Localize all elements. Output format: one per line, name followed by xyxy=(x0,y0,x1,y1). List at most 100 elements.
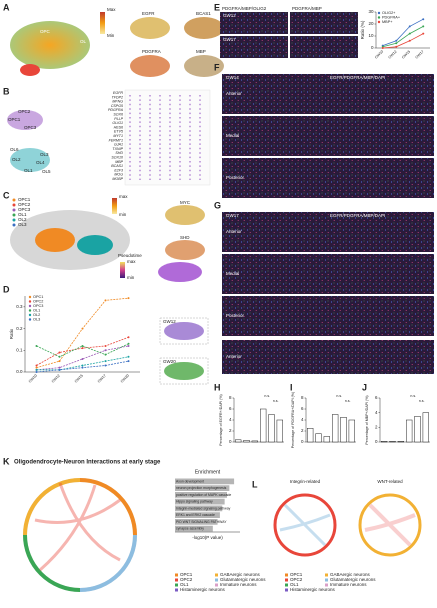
bar-label: Axon development xyxy=(176,479,204,483)
marker xyxy=(408,39,411,42)
bar xyxy=(422,412,429,443)
label: BCAS1 xyxy=(196,11,211,16)
marker xyxy=(58,366,61,369)
legend-label: OL1 xyxy=(18,212,27,217)
bar xyxy=(175,525,213,532)
bar-label: ERK1 and ERK2 cascade xyxy=(176,513,215,517)
legend-label: OL3 xyxy=(33,318,40,322)
annotation: n.s. xyxy=(264,394,270,398)
legend-label: GABAergic neurons xyxy=(330,572,371,577)
x-tick-label: GW20 xyxy=(120,374,130,384)
marker xyxy=(127,355,130,358)
line xyxy=(382,18,424,46)
bar-label: neuron projection morphogenesis xyxy=(176,486,227,490)
legend-swatch xyxy=(28,304,32,308)
legend-swatch xyxy=(12,213,16,217)
legend-label: Glutamatergic neurons xyxy=(220,577,266,582)
panel-c-art xyxy=(10,198,205,282)
x-tick-label: GW15 xyxy=(74,374,84,384)
y-tick-label: 30 xyxy=(368,9,374,14)
legend-label: OL1 xyxy=(180,582,189,587)
y-tick-label: 2 xyxy=(375,425,378,430)
gene-label: FERMT1 xyxy=(109,138,123,142)
label: PDGFRA/MBP xyxy=(292,6,322,11)
bar-label: Hippo signaling pathway xyxy=(176,500,213,504)
panel-letter: L xyxy=(252,479,258,489)
bar xyxy=(414,416,421,443)
marker xyxy=(35,368,38,371)
legend-swatch xyxy=(28,309,32,312)
label: Posterior xyxy=(226,175,245,180)
chart-title: WNT-related xyxy=(377,479,403,484)
axis-label: Ratio (%) xyxy=(360,20,365,39)
marker xyxy=(81,366,84,369)
legend-label: OPC3 xyxy=(33,304,43,308)
x-tick-label: GW12 xyxy=(388,50,398,60)
label: Min xyxy=(107,33,115,38)
bar xyxy=(175,498,225,505)
legend-swatch xyxy=(377,16,381,19)
y-tick-label: 4 xyxy=(375,410,378,415)
label: PDGFRA/MBP/OLIG2 xyxy=(222,6,267,11)
x-tick-label: GW10 xyxy=(28,374,38,384)
label: GW14 xyxy=(226,75,239,80)
bar xyxy=(381,441,388,443)
bar-label: Integrin-mediated signaling pathway xyxy=(176,506,231,510)
legend-swatch xyxy=(377,11,381,15)
marker xyxy=(104,349,107,352)
gene-label: CSPG5 xyxy=(111,104,123,108)
legend-label: Immature neurons xyxy=(330,582,367,587)
line xyxy=(36,360,129,373)
marker xyxy=(395,45,398,48)
legend-label: GABAergic neurons xyxy=(220,572,261,577)
label: GW12 xyxy=(223,13,236,18)
cluster-label: OPC1 xyxy=(8,117,21,122)
y-tick-label: 0 xyxy=(375,439,378,444)
annotation: n.s. xyxy=(419,399,425,403)
bar-label: synapse assembly xyxy=(176,527,204,531)
axis-label: Ratio xyxy=(9,328,14,339)
label: MYC xyxy=(180,200,191,205)
label: Medial xyxy=(226,271,239,276)
y-tick-label: 0.0 xyxy=(16,369,23,374)
chart-title: Enrichment xyxy=(195,469,221,475)
marker xyxy=(422,18,425,21)
gene-label: ETV5 xyxy=(114,130,123,134)
gene-label: TXNIP xyxy=(112,147,123,151)
legend-label: Glutamatergic neurons xyxy=(330,577,376,582)
legend-label: OPC1 xyxy=(18,197,31,202)
panel-letter: G xyxy=(214,200,221,210)
x-tick-label: GW17 xyxy=(415,50,425,60)
label: GW12 xyxy=(163,319,176,324)
marker xyxy=(408,32,411,35)
cluster-label: OL6 xyxy=(10,147,19,152)
x-tick-label: GW17 xyxy=(97,374,107,384)
bar xyxy=(389,441,396,443)
label: EGFR/PDGFRA/MBP/DAPI xyxy=(330,75,385,80)
chord-diagrams xyxy=(23,478,422,592)
label: OL xyxy=(80,39,87,44)
line xyxy=(36,345,129,371)
x-tick-label: GW12 xyxy=(51,374,61,384)
bar xyxy=(323,436,330,443)
bar xyxy=(406,419,413,443)
bar xyxy=(243,440,250,443)
label: Anterior xyxy=(226,91,242,96)
legend-swatch xyxy=(325,578,328,582)
line xyxy=(36,336,129,366)
line xyxy=(36,343,129,358)
legend-label: OPC2 xyxy=(33,300,43,304)
chart-title: Integrin-related xyxy=(290,479,321,484)
label: GW17 xyxy=(226,213,239,218)
marker xyxy=(81,357,84,360)
y-tick-label: 0 xyxy=(301,439,304,444)
gene-label: SOX6 xyxy=(113,112,123,116)
cluster-label: OPC3 xyxy=(24,125,37,130)
bar-label: PID WNT SIGNALING PATHWAY xyxy=(176,520,227,524)
legend-label: OL3 xyxy=(18,222,27,227)
label: GW20 xyxy=(163,359,176,364)
marker xyxy=(395,39,398,42)
label: pre-OPC xyxy=(38,73,57,78)
annotation: n.s. xyxy=(410,394,416,398)
panel-letter: E xyxy=(214,2,220,12)
